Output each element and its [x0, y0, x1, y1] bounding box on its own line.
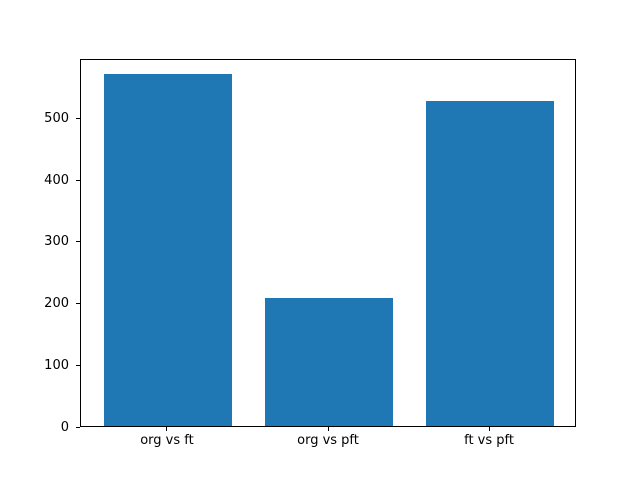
y-tick-mark [76, 426, 80, 428]
bar-ft-vs-pft [425, 100, 555, 426]
x-tick-label: ft vs pft [464, 433, 514, 448]
y-tick-label: 100 [44, 357, 69, 373]
bar-org-vs-ft [103, 74, 233, 426]
x-tick-mark [488, 427, 490, 431]
bar-org-vs-pft [264, 298, 394, 426]
x-tick-label: org vs pft [297, 433, 359, 448]
y-tick-label: 200 [44, 296, 69, 311]
y-tick-mark [76, 241, 80, 243]
x-tick-label: org vs ft [140, 433, 194, 448]
y-tick-label: 400 [44, 172, 69, 188]
x-tick-mark [327, 427, 329, 431]
y-tick-mark [76, 364, 80, 366]
plot-area [80, 59, 576, 427]
y-tick-mark [76, 179, 80, 181]
y-tick-mark [76, 117, 80, 119]
y-tick-label: 0 [60, 419, 69, 435]
y-tick-label: 300 [44, 234, 69, 250]
y-tick-label: 500 [44, 110, 69, 126]
x-tick-mark [166, 427, 168, 431]
y-tick-mark [76, 303, 80, 304]
